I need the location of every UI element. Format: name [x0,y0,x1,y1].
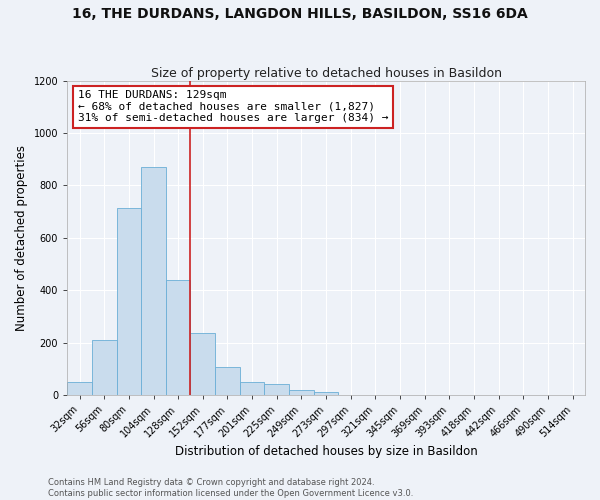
Bar [166,280,190,395]
Bar [141,167,166,395]
Bar [116,208,141,395]
Title: Size of property relative to detached houses in Basildon: Size of property relative to detached ho… [151,66,502,80]
Bar [289,390,314,395]
Bar [92,340,116,395]
Bar [67,382,92,395]
Text: 16 THE DURDANS: 129sqm
← 68% of detached houses are smaller (1,827)
31% of semi-: 16 THE DURDANS: 129sqm ← 68% of detached… [77,90,388,124]
Text: Contains HM Land Registry data © Crown copyright and database right 2024.
Contai: Contains HM Land Registry data © Crown c… [48,478,413,498]
Bar [314,392,338,395]
Text: 16, THE DURDANS, LANGDON HILLS, BASILDON, SS16 6DA: 16, THE DURDANS, LANGDON HILLS, BASILDON… [72,8,528,22]
Y-axis label: Number of detached properties: Number of detached properties [15,145,28,331]
Bar [190,334,215,395]
Bar [265,384,289,395]
Bar [215,368,240,395]
X-axis label: Distribution of detached houses by size in Basildon: Distribution of detached houses by size … [175,444,478,458]
Bar [240,382,265,395]
